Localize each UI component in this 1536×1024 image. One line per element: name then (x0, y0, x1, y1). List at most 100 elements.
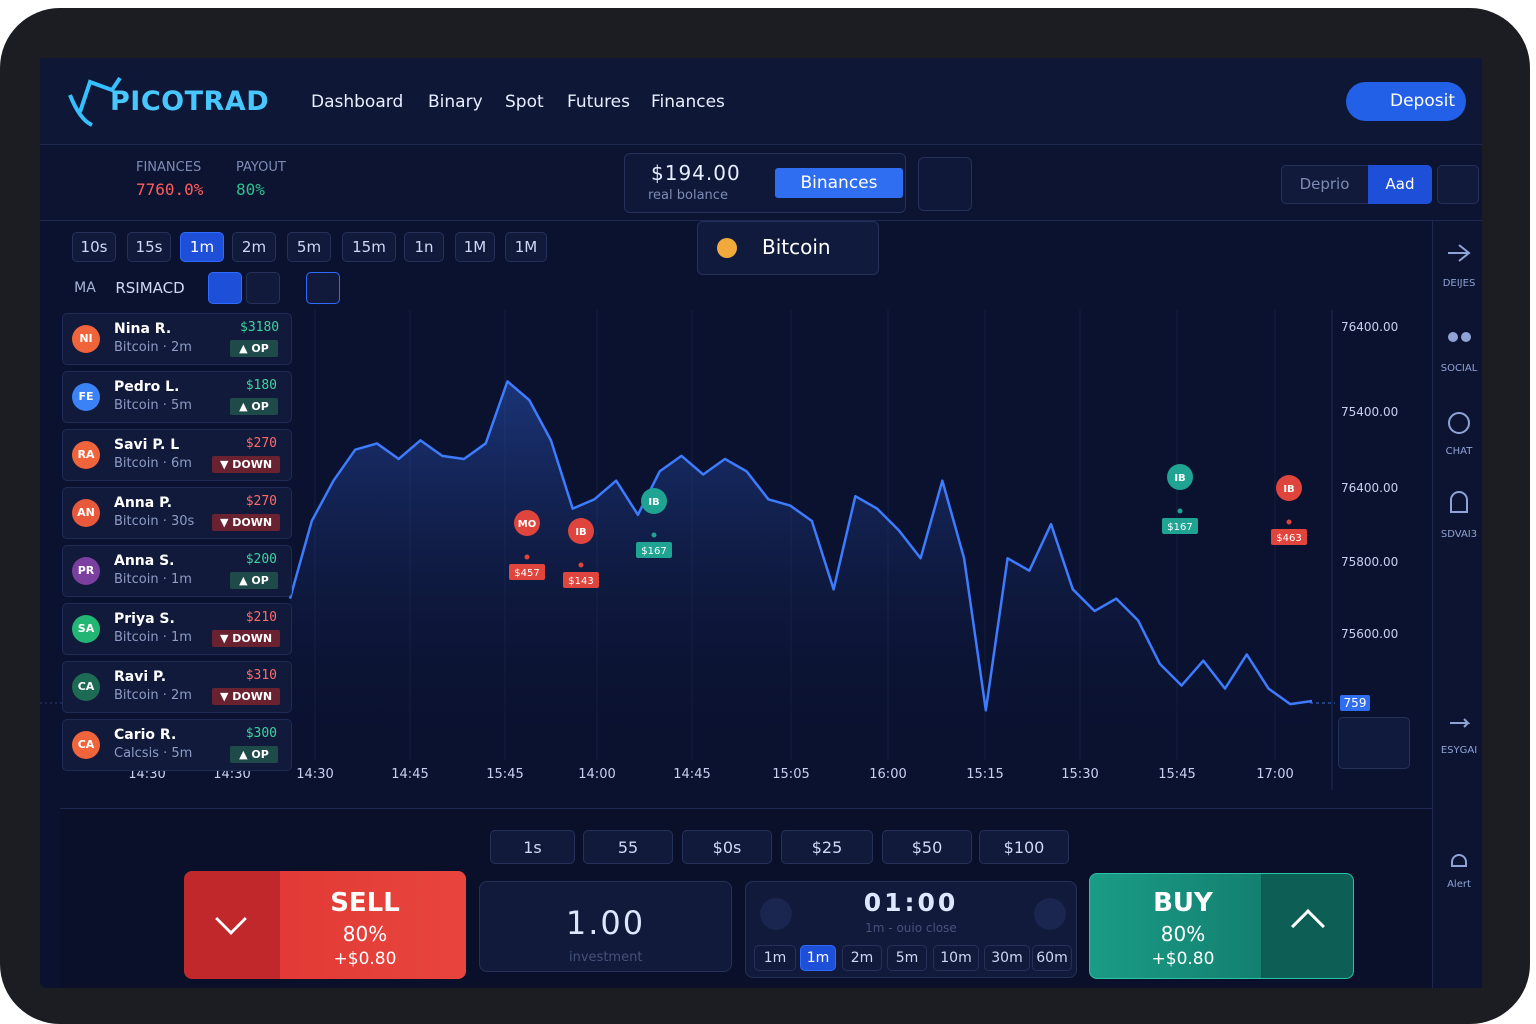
trader-asset: Bitcoin · 30s (114, 514, 195, 529)
x-axis-label: 15:30 (1061, 767, 1098, 782)
timeframe-button[interactable]: 10s (72, 232, 116, 262)
timeframe-button[interactable]: 15s (127, 232, 171, 262)
timer-next[interactable] (1034, 898, 1066, 930)
trader-asset: Bitcoin · 1m (114, 572, 192, 587)
zoom-tools[interactable] (1338, 717, 1410, 769)
theme-button[interactable] (1437, 165, 1479, 204)
timeframe-button[interactable]: 2m (232, 232, 276, 262)
mode-demo[interactable]: Deprio (1299, 175, 1350, 193)
amount-button[interactable]: $25 (781, 830, 873, 864)
x-axis-label: 15:05 (772, 767, 809, 782)
investment-value: 1.00 (565, 904, 646, 942)
x-axis-label: 14:45 (673, 767, 710, 782)
y-axis-label: 75400.00 (1341, 405, 1398, 419)
marker-price: $457 (514, 568, 539, 579)
trader-amount: $270 (245, 436, 277, 451)
timeframe-button[interactable]: 5m (287, 232, 331, 262)
trade-marker (568, 518, 594, 544)
trader-amount: $300 (245, 726, 277, 741)
x-axis-label: 15:45 (486, 767, 523, 782)
marker-price-box (1162, 518, 1198, 534)
nav-link[interactable]: Dashboard (311, 92, 404, 112)
amount-button[interactable]: $0s (682, 830, 772, 864)
trade-marker (641, 488, 667, 514)
timeframe-button[interactable]: 1M (505, 232, 547, 262)
icon-social (1448, 332, 1458, 342)
balance-amount: $194.00 (651, 161, 741, 185)
trade-marker (514, 510, 540, 536)
icon-chat (1448, 412, 1470, 434)
trader-amount: $210 (245, 610, 277, 625)
trade-marker-tag: IB (648, 497, 659, 508)
trader-name: Savi P. L (114, 437, 180, 453)
trade-marker-tag: IB (575, 527, 586, 538)
trader-direction: ▼ DOWN (212, 630, 280, 647)
trader-amount: $200 (245, 552, 277, 567)
balance-button[interactable]: Binances (775, 168, 903, 198)
y-axis-label: 75600.00 (1341, 627, 1398, 641)
mode-real[interactable]: Aad (1368, 165, 1432, 204)
trader-name: Pedro L. (114, 379, 180, 395)
trader-direction: ▲ OP (230, 572, 278, 589)
trader-amount: $3180 (240, 320, 280, 335)
trader-asset: Bitcoin · 6m (114, 456, 192, 471)
sidebar-label[interactable]: CHAT (1445, 446, 1473, 457)
chart-settings[interactable] (342, 272, 372, 304)
duration-button[interactable]: 10m (933, 945, 979, 971)
timeframe-button[interactable]: 1M (455, 232, 495, 262)
icon-alert (1451, 854, 1467, 867)
buy-button[interactable] (1089, 873, 1354, 979)
duration-button[interactable]: 1m (754, 945, 796, 971)
sidebar-label[interactable]: ESYGAI (1440, 745, 1478, 756)
trader-direction: ▼ DOWN (212, 514, 280, 531)
sidebar-label[interactable]: DEIJES (1442, 278, 1476, 289)
trader-avatar: FE (72, 383, 100, 411)
nav-link[interactable]: Finances (651, 92, 725, 112)
sell-button[interactable] (184, 871, 466, 979)
indicator-button[interactable]: MA (74, 280, 96, 296)
duration-button[interactable]: 60m (1032, 945, 1072, 971)
nav-link[interactable]: Futures (567, 92, 630, 112)
chart-type[interactable] (306, 272, 340, 304)
trade-marker-tag: MO (518, 519, 536, 530)
duration-button[interactable]: 2m (842, 945, 882, 971)
x-axis-label: 17:00 (1256, 767, 1293, 782)
timer-prev[interactable] (760, 898, 792, 930)
price-line (288, 380, 1313, 712)
timeframe-button[interactable]: 15m (342, 232, 396, 262)
amount-button[interactable]: $50 (882, 830, 972, 864)
timeframe-button[interactable]: 1n (404, 232, 444, 262)
sidebar-label[interactable]: Alert (1447, 879, 1471, 890)
timeframe-button[interactable]: 1m (180, 232, 224, 262)
sidebar-label[interactable]: SDVAI3 (1440, 529, 1478, 540)
trade-marker-tag: IB (1283, 484, 1294, 495)
icon-deals (1448, 244, 1471, 262)
sell-payout: 80% (342, 922, 388, 946)
trade-marker-tag: IB (1174, 473, 1185, 484)
trader-amount: $310 (245, 668, 277, 683)
sell-label: SELL (330, 888, 400, 918)
marker-dot (651, 532, 657, 538)
trader-avatar: SA (72, 615, 100, 643)
trophy-button[interactable] (918, 157, 972, 211)
duration-button[interactable]: 1m (800, 945, 836, 971)
nav-link[interactable]: Spot (505, 92, 544, 112)
trader-name: Nina R. (114, 321, 172, 337)
deposit-button[interactable]: Deposit (1346, 82, 1466, 121)
amount-button[interactable]: 55 (583, 830, 673, 864)
nav-link[interactable]: Binary (428, 92, 483, 112)
x-axis-label: 14:30 (296, 767, 333, 782)
price-area (290, 381, 1312, 760)
duration-button[interactable]: 5m (887, 945, 927, 971)
duration-button[interactable]: 30m (984, 945, 1030, 971)
trader-avatar: RA (72, 441, 100, 469)
amount-button[interactable]: $100 (979, 830, 1069, 864)
investment-caption: investment (569, 950, 643, 965)
sidebar-label[interactable]: SOCIAL (1440, 363, 1478, 374)
amount-button[interactable]: 1s (490, 830, 575, 864)
draw-tool[interactable] (208, 272, 242, 304)
indicator-button[interactable]: RSIMACD (115, 279, 185, 297)
line-tool[interactable] (246, 272, 280, 304)
marker-price-box (509, 564, 545, 580)
marker-price-box (636, 542, 672, 558)
